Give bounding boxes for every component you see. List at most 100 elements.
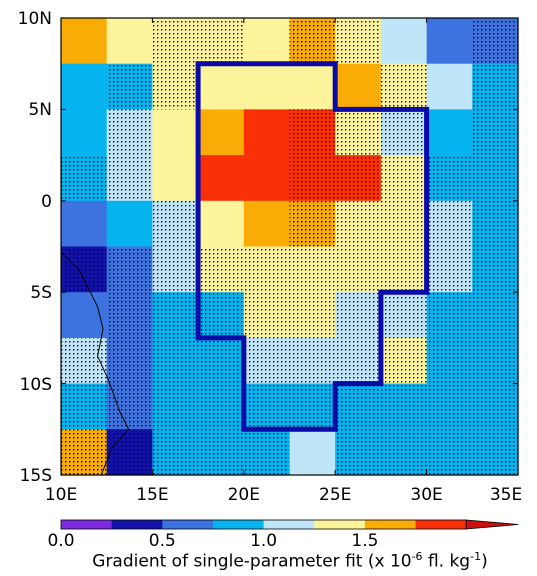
stipple-cell [335, 200, 381, 247]
stipple-cell [106, 63, 153, 110]
stipple-cell [106, 155, 153, 201]
x-tick-35E: 35E [490, 485, 522, 505]
stipple-cell [472, 155, 518, 201]
y-tick-15S: 15S [20, 466, 52, 486]
x-tick-10E: 10E [45, 485, 77, 505]
stipple-cell [289, 337, 336, 384]
stipple-cell [335, 337, 381, 384]
stipple-cell [472, 63, 518, 110]
grid-cell [243, 109, 291, 156]
stipple-cell [426, 200, 473, 247]
x-tick-20E: 20E [228, 485, 260, 505]
stipple-cell [61, 429, 107, 475]
stipple-cell [152, 383, 199, 430]
grid-cell [198, 200, 245, 248]
colorbar-swatch [364, 520, 416, 529]
stipple-cell [380, 337, 427, 384]
stipple-cell [61, 337, 107, 384]
stipple-cell [472, 200, 518, 247]
stipple-cell [472, 429, 518, 475]
grid-cell [198, 155, 245, 202]
stipple-cell [426, 246, 473, 293]
stipple-cell [106, 246, 153, 293]
colorbar-swatch [61, 520, 112, 529]
stipple-cell [380, 63, 427, 110]
colorbar-swatch [314, 520, 366, 529]
stipple-cell [335, 18, 381, 64]
stipple-cell [472, 383, 518, 430]
stipple-cell [106, 383, 153, 430]
map-figure: 10E 15E 20E 25E 30E 35E 10N 5N 0 5S 10S … [18, 9, 523, 550]
map-frame [60, 17, 519, 476]
significance-stippling [61, 18, 518, 475]
stipple-cell [289, 292, 336, 338]
grid-cell [289, 429, 336, 476]
stipple-cell [61, 246, 107, 293]
stipple-cell [472, 109, 518, 156]
stipple-cell [426, 337, 473, 384]
stipple-cell [335, 155, 381, 201]
stipple-cell [243, 429, 290, 475]
stipple-cell [61, 383, 107, 430]
stipple-cell [106, 429, 153, 475]
stipple-cell [243, 292, 290, 338]
y-tick-10S: 10S [20, 375, 52, 395]
grid-cell [198, 109, 245, 156]
grid-cell [61, 63, 108, 110]
stipple-cell [198, 337, 244, 384]
y-tick-5S: 5S [30, 283, 52, 303]
stipple-cell [380, 200, 427, 247]
stipple-cell [426, 383, 473, 430]
stipple-cell [380, 246, 427, 293]
stipple-cell [106, 109, 153, 156]
grid-cell [243, 63, 291, 110]
stipple-cell [198, 429, 244, 475]
x-tick-25E: 25E [319, 485, 351, 505]
y-tick-10N: 10N [18, 9, 52, 29]
stipple-cell [152, 292, 199, 338]
grid-cell [61, 18, 108, 65]
stipple-cell [472, 292, 518, 338]
colorbar-tick-1.5: 1.5 [351, 531, 378, 550]
grid-cell [426, 63, 473, 110]
stipple-cell [472, 18, 518, 64]
colorbar-tick-1.0: 1.0 [250, 531, 277, 550]
stipple-cell [198, 18, 244, 64]
stipple-cell [152, 63, 199, 110]
colorbar-swatch [415, 520, 467, 529]
stipple-cell [243, 246, 290, 293]
stipple-cell [335, 109, 381, 156]
stipple-cell [289, 18, 336, 64]
stipple-cell [426, 155, 473, 201]
stipple-cell [106, 337, 153, 384]
stipple-cell [61, 155, 107, 201]
colorbar-outline [60, 519, 467, 530]
grid-cell [243, 18, 291, 65]
stipple-cell [289, 200, 336, 247]
stipple-cell [335, 429, 381, 475]
coastline [60, 251, 130, 476]
stipple-cell [335, 292, 381, 338]
colorbar-tick-0.0: 0.0 [47, 531, 74, 550]
stipple-cell [380, 109, 427, 156]
stipple-cell [152, 18, 199, 64]
grid-cell [243, 155, 291, 202]
colorbar [60, 519, 519, 530]
stipple-cell [289, 109, 336, 156]
grid-cell [426, 109, 473, 156]
grid-cell [380, 18, 428, 65]
stipple-cell [289, 383, 336, 430]
stipple-cell [426, 292, 473, 338]
stipple-cell [335, 246, 381, 293]
grid-cell [61, 292, 108, 339]
colorbar-swatch [212, 520, 264, 529]
x-tick-30E: 30E [410, 485, 442, 505]
stipple-cell [198, 383, 244, 430]
stipple-cell [380, 292, 427, 338]
y-tick-5N: 5N [28, 100, 52, 120]
axis-ticks [60, 17, 519, 476]
stipple-cell [198, 246, 244, 293]
stipple-cell [380, 429, 427, 475]
stipple-cell [243, 337, 290, 384]
grid-cell [61, 109, 108, 156]
